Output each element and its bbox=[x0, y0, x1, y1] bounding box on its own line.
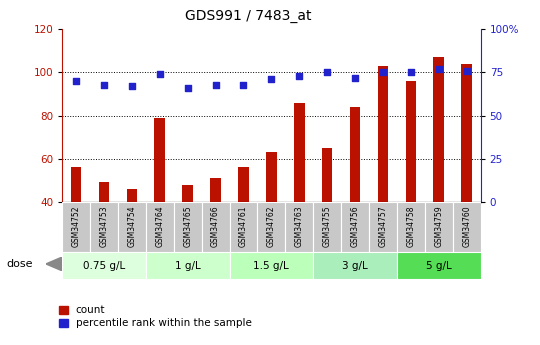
Point bbox=[407, 70, 415, 75]
Point bbox=[379, 70, 387, 75]
FancyBboxPatch shape bbox=[62, 252, 146, 279]
Bar bbox=[238, 167, 249, 202]
Text: GSM34755: GSM34755 bbox=[323, 206, 332, 247]
Text: 3 g/L: 3 g/L bbox=[342, 261, 368, 270]
FancyBboxPatch shape bbox=[258, 202, 285, 252]
Text: GSM34766: GSM34766 bbox=[211, 206, 220, 247]
Text: GSM34765: GSM34765 bbox=[183, 206, 192, 247]
Point bbox=[156, 71, 164, 77]
Point bbox=[351, 75, 360, 80]
Text: GSM34761: GSM34761 bbox=[239, 206, 248, 247]
Text: 1 g/L: 1 g/L bbox=[175, 261, 200, 270]
Point bbox=[295, 73, 303, 79]
Text: GSM34757: GSM34757 bbox=[379, 206, 388, 247]
FancyBboxPatch shape bbox=[201, 202, 229, 252]
Point bbox=[72, 78, 80, 84]
Text: GSM34758: GSM34758 bbox=[406, 206, 415, 247]
Bar bbox=[406, 81, 416, 202]
FancyBboxPatch shape bbox=[341, 202, 369, 252]
Point bbox=[99, 82, 108, 87]
Bar bbox=[99, 183, 109, 202]
Bar bbox=[154, 118, 165, 202]
Text: GDS991 / 7483_at: GDS991 / 7483_at bbox=[185, 9, 312, 23]
Bar bbox=[377, 66, 388, 202]
Bar bbox=[461, 64, 472, 202]
FancyBboxPatch shape bbox=[146, 252, 230, 279]
Point bbox=[434, 66, 443, 72]
Bar bbox=[434, 57, 444, 202]
Point bbox=[183, 85, 192, 91]
Text: GSM34754: GSM34754 bbox=[127, 206, 136, 247]
FancyBboxPatch shape bbox=[313, 202, 341, 252]
Text: GSM34752: GSM34752 bbox=[71, 206, 80, 247]
Text: GSM34759: GSM34759 bbox=[434, 206, 443, 247]
Text: GSM34764: GSM34764 bbox=[156, 206, 164, 247]
FancyBboxPatch shape bbox=[285, 202, 313, 252]
Bar bbox=[210, 178, 221, 202]
FancyBboxPatch shape bbox=[174, 202, 201, 252]
Bar bbox=[183, 185, 193, 202]
Point bbox=[239, 82, 248, 87]
Bar bbox=[71, 167, 82, 202]
FancyBboxPatch shape bbox=[230, 252, 313, 279]
FancyBboxPatch shape bbox=[397, 202, 425, 252]
Text: GSM34763: GSM34763 bbox=[295, 206, 303, 247]
Text: GSM34762: GSM34762 bbox=[267, 206, 276, 247]
FancyBboxPatch shape bbox=[369, 202, 397, 252]
Text: GSM34753: GSM34753 bbox=[99, 206, 109, 247]
FancyBboxPatch shape bbox=[425, 202, 453, 252]
Text: 1.5 g/L: 1.5 g/L bbox=[253, 261, 289, 270]
Bar bbox=[126, 189, 137, 202]
Text: GSM34760: GSM34760 bbox=[462, 206, 471, 247]
FancyBboxPatch shape bbox=[453, 202, 481, 252]
Bar bbox=[266, 152, 276, 202]
Polygon shape bbox=[46, 257, 62, 271]
Point bbox=[211, 82, 220, 87]
Text: 5 g/L: 5 g/L bbox=[426, 261, 451, 270]
FancyBboxPatch shape bbox=[62, 202, 90, 252]
FancyBboxPatch shape bbox=[90, 202, 118, 252]
FancyBboxPatch shape bbox=[118, 202, 146, 252]
Bar bbox=[322, 148, 333, 202]
Point bbox=[323, 70, 332, 75]
Bar bbox=[350, 107, 360, 202]
FancyBboxPatch shape bbox=[230, 202, 258, 252]
Bar bbox=[294, 103, 305, 202]
Point bbox=[462, 68, 471, 73]
FancyBboxPatch shape bbox=[146, 202, 174, 252]
Text: GSM34756: GSM34756 bbox=[350, 206, 360, 247]
Point bbox=[127, 83, 136, 89]
Point bbox=[267, 77, 275, 82]
FancyBboxPatch shape bbox=[397, 252, 481, 279]
Legend: count, percentile rank within the sample: count, percentile rank within the sample bbox=[59, 305, 252, 328]
FancyBboxPatch shape bbox=[313, 252, 397, 279]
Text: dose: dose bbox=[6, 259, 33, 269]
Text: 0.75 g/L: 0.75 g/L bbox=[83, 261, 125, 270]
